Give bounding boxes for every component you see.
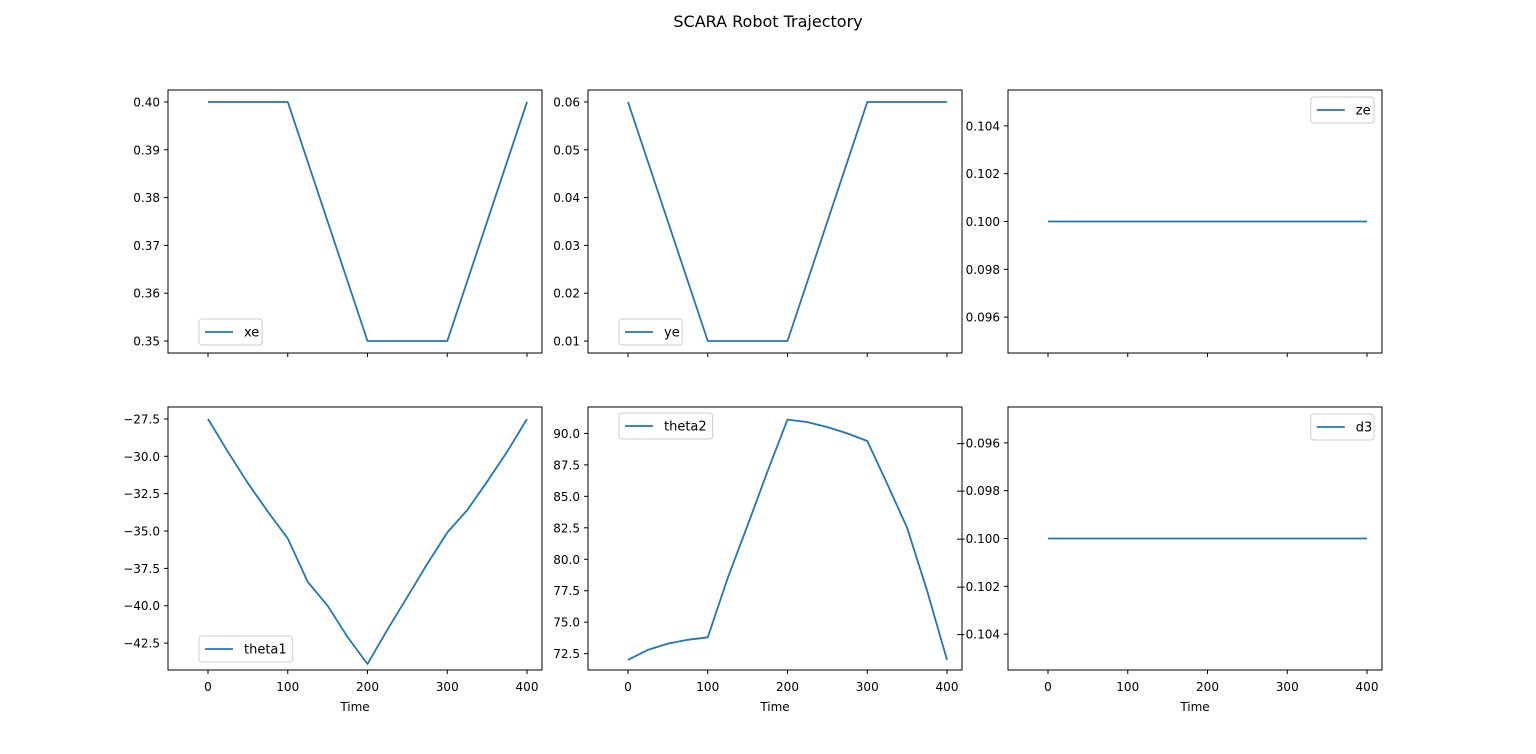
y-tick-label: 75.0 xyxy=(553,616,580,630)
x-tick-label: 400 xyxy=(936,680,959,694)
legend: xe xyxy=(198,318,263,346)
y-tick-label: 0.102 xyxy=(966,167,1000,181)
x-axis-label: Time xyxy=(1179,700,1209,714)
legend-label: ye xyxy=(664,326,680,341)
y-tick-label: −30.0 xyxy=(123,450,160,464)
x-tick-label: 300 xyxy=(436,680,459,694)
y-tick-label: 0.06 xyxy=(553,95,580,109)
x-tick-label: 400 xyxy=(1356,680,1379,694)
x-axis-label: Time xyxy=(759,700,789,714)
y-tick-label: −0.096 xyxy=(956,436,1000,450)
legend: ze xyxy=(1310,96,1375,124)
y-tick-label: 87.5 xyxy=(553,458,580,472)
legend-label: xe xyxy=(244,326,259,341)
y-tick-label: −0.104 xyxy=(956,628,1000,642)
x-tick-label: 100 xyxy=(276,680,299,694)
y-tick-label: 85.0 xyxy=(553,490,580,504)
y-tick-label: −35.0 xyxy=(123,525,160,539)
y-tick-label: −42.5 xyxy=(123,637,160,651)
x-tick-label: 400 xyxy=(516,680,539,694)
legend-label: theta1 xyxy=(244,643,287,658)
y-tick-label: 0.36 xyxy=(133,287,160,301)
subplot-bottom-left: 0 100 200 300 400 −42.5 −40.0 −37.5 −35.0 −32.5 −3… xyxy=(123,406,543,714)
y-tick-label: −0.100 xyxy=(956,532,1000,546)
legend-label: ze xyxy=(1356,104,1371,119)
y-tick-label: 0.03 xyxy=(553,239,580,253)
x-tick-label: 200 xyxy=(356,680,379,694)
legend-label: d3 xyxy=(1356,421,1373,436)
x-tick-label: 300 xyxy=(1276,680,1299,694)
y-tick-label: 0.02 xyxy=(553,287,580,301)
y-tick-label: 72.5 xyxy=(553,647,580,661)
y-tick-label: 0.104 xyxy=(966,119,1000,133)
y-tick-label: −32.5 xyxy=(123,487,160,501)
x-tick-label: 100 xyxy=(696,680,719,694)
series-line-xe xyxy=(208,101,528,342)
legend-box xyxy=(618,412,714,440)
y-tick-label: −40.0 xyxy=(123,599,160,613)
x-tick-label: 200 xyxy=(1196,680,1219,694)
y-tick-label: 0.04 xyxy=(553,191,580,205)
x-tick-label: 100 xyxy=(1116,680,1139,694)
y-tick-label: 0.39 xyxy=(133,143,160,157)
axes-frame xyxy=(587,406,963,671)
x-tick-label: 0 xyxy=(624,680,632,694)
x-tick-label: 0 xyxy=(1044,680,1052,694)
y-tick-label: −27.5 xyxy=(123,412,160,426)
legend-box xyxy=(198,635,294,663)
subplot-top-right: 0.096 0.098 0.100 0.102 0.104 ze xyxy=(966,89,1383,357)
y-tick-label: 0.35 xyxy=(133,335,160,349)
y-tick-label: −0.098 xyxy=(956,484,1000,498)
legend-label: theta2 xyxy=(664,420,707,435)
y-tick-label: 77.5 xyxy=(553,584,580,598)
y-tick-label: 0.098 xyxy=(966,263,1000,277)
subplot-top-left: 0.35 0.36 0.37 0.38 0.39 0.40 xe xyxy=(133,89,543,357)
subplot-bottom-middle: 0 100 200 300 400 72.5 75.0 77.5 80.0 82.5 85.0 87.… xyxy=(553,406,963,714)
y-tick-label: 0.096 xyxy=(966,311,1000,325)
legend: ye xyxy=(618,318,683,346)
subplot-top-middle: 0.01 0.02 0.03 0.04 0.05 0.06 ye xyxy=(553,89,963,357)
series-line-theta2 xyxy=(627,418,948,661)
x-tick-label: 0 xyxy=(204,680,212,694)
y-tick-label: 0.100 xyxy=(966,215,1000,229)
legend: theta1 xyxy=(198,635,294,663)
axes-frame xyxy=(167,89,543,354)
y-tick-label: 0.05 xyxy=(553,143,580,157)
y-tick-label: 0.38 xyxy=(133,191,160,205)
y-tick-label: 0.01 xyxy=(553,335,580,349)
x-axis-label: Time xyxy=(339,700,369,714)
x-tick-label: 300 xyxy=(856,680,879,694)
legend: theta2 xyxy=(618,412,714,440)
figure-title: SCARA Robot Trajectory xyxy=(673,12,863,31)
subplot-bottom-right: 0 100 200 300 400 −0.104 −0.102 −0.100 −0.098 −0.… xyxy=(956,406,1383,714)
legend: d3 xyxy=(1310,413,1375,441)
axes-frame xyxy=(167,406,543,671)
x-tick-label: 200 xyxy=(776,680,799,694)
y-tick-label: 80.0 xyxy=(553,553,580,567)
y-tick-label: 90.0 xyxy=(553,427,580,441)
series-line-theta1 xyxy=(207,418,528,665)
y-tick-label: 0.37 xyxy=(133,239,160,253)
y-tick-label: 82.5 xyxy=(553,521,580,535)
series-line-ye xyxy=(627,101,947,342)
y-tick-label: 0.40 xyxy=(133,95,160,109)
y-tick-label: −0.102 xyxy=(956,580,1000,594)
axes-frame xyxy=(587,89,963,354)
y-tick-label: −37.5 xyxy=(123,562,160,576)
